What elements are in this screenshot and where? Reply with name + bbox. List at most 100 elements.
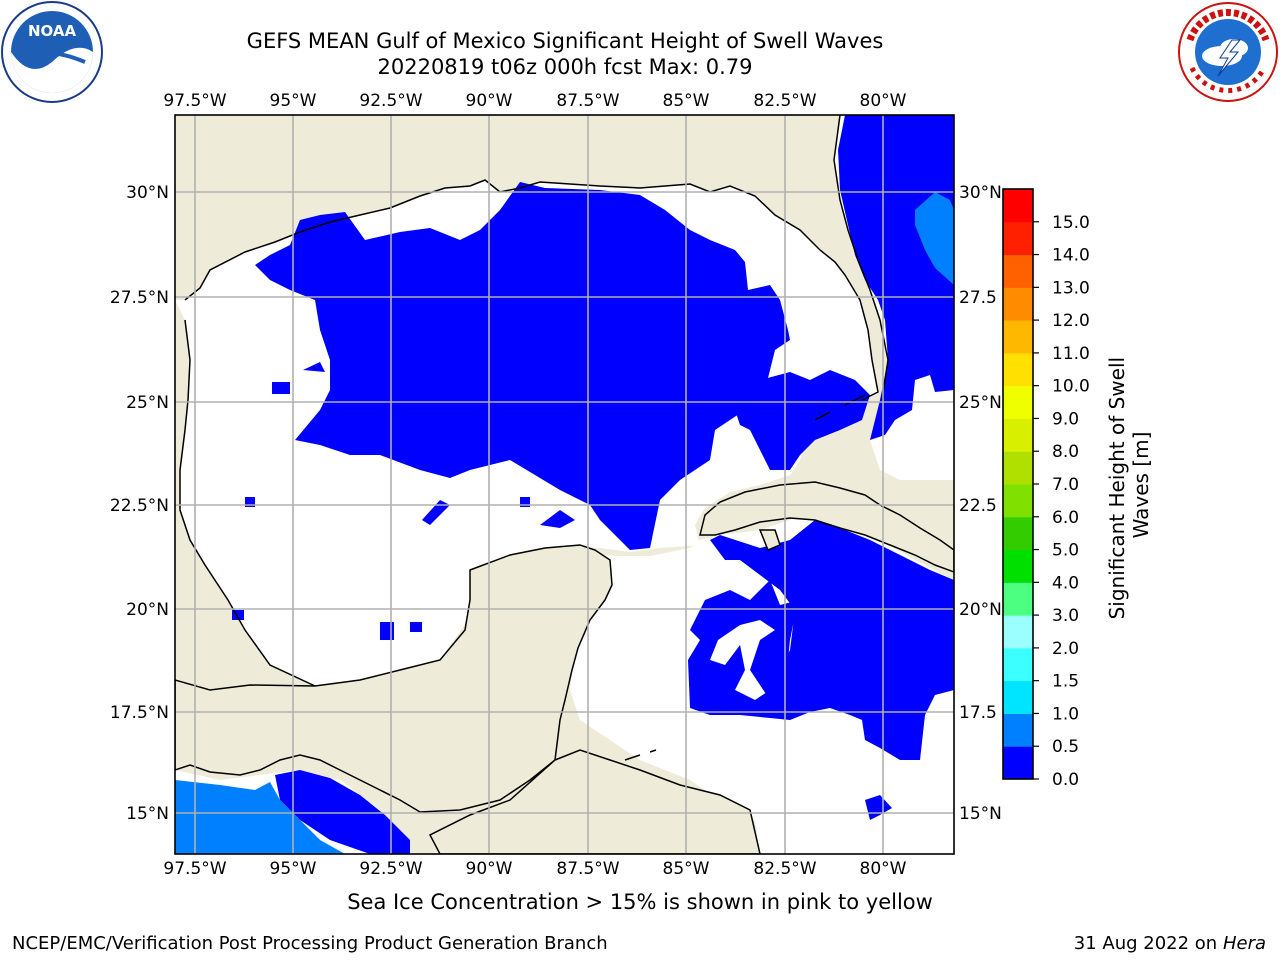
colorbar-segment: [1003, 713, 1033, 747]
lon-label-bottom: 92.5°W: [359, 859, 422, 879]
lon-label-top: 80°W: [860, 91, 907, 111]
colorbar-tick-label: 11.0: [1052, 344, 1090, 364]
lon-label-bottom: 87.5°W: [556, 859, 619, 879]
colorbar-segment: [1003, 647, 1033, 682]
lat-label-left: 30°N: [126, 183, 169, 203]
colorbar-tick-label: 0.5: [1052, 737, 1079, 757]
lon-label-bottom: 85°W: [663, 859, 710, 879]
lat-label-right: 15°N: [959, 804, 1002, 824]
credit-right: 31 Aug 2022 on Hera: [1074, 933, 1266, 954]
colorbar-segment: [1003, 484, 1033, 518]
lon-label-bottom: 95°W: [270, 859, 317, 879]
colorbar-segment: [1003, 189, 1033, 223]
colorbar-segment: [1003, 385, 1033, 419]
lon-label-top: 85°W: [663, 91, 710, 111]
keys: [814, 394, 866, 421]
swell-region-caribbean: [688, 520, 954, 760]
colorbar-segment: [1003, 746, 1033, 780]
sea-ice-note: Sea Ice Concentration > 15% is shown in …: [347, 890, 933, 914]
chart-title: GEFS MEAN Gulf of Mexico Significant Hei…: [246, 29, 884, 53]
lat-label-right: 30°N: [959, 183, 1002, 203]
lon-label-top: 90°W: [466, 91, 513, 111]
lat-label-right: 27.5: [959, 288, 997, 308]
colorbar-tick-label: 13.0: [1052, 278, 1090, 298]
colorbar-ticks: 0.0 0.5 1.0 1.5 2.0 3.0 4.0 5.0 6.0 7.0 8.0 9.0 10.0…: [1033, 213, 1090, 790]
swell-region-atlantic: [838, 115, 954, 440]
colorbar-tick-label: 5.0: [1052, 541, 1079, 561]
colorbar-label: Significant Height of Swell Waves [m]: [1105, 351, 1153, 620]
colorbar-tick-label: 7.0: [1052, 475, 1079, 495]
swell-region-pacific-dark: [275, 770, 410, 854]
florida-east-coastline: [833, 115, 889, 401]
colorbar-tick-label: 14.0: [1052, 246, 1090, 266]
credit-host: Hera: [1222, 933, 1266, 954]
lon-label-top: 82.5°W: [753, 91, 816, 111]
colorbar-segment: [1003, 582, 1033, 616]
colorbar-tick-label: 2.0: [1052, 639, 1079, 659]
cayman: [624, 749, 657, 761]
lat-label-right: 17.5: [959, 703, 997, 723]
gulf-coastline: [184, 179, 879, 401]
colorbar-tick-label: 1.5: [1052, 672, 1079, 692]
colorbar-label-line1: Significant Height of Swell: [1105, 357, 1129, 619]
lon-label-top: 92.5°W: [359, 91, 422, 111]
lat-label-left: 25°N: [126, 393, 169, 413]
lat-label-left: 20°N: [126, 600, 169, 620]
map-frame: [174, 114, 955, 855]
gridlines: [175, 115, 954, 854]
credit-left: NCEP/EMC/Verification Post Processing Pr…: [12, 933, 608, 954]
colorbar: [1002, 188, 1034, 780]
central-america-land: [428, 749, 761, 854]
colorbar-tick-label: 10.0: [1052, 377, 1090, 397]
colorbar-segment: [1003, 615, 1033, 649]
colorbar-tick-label: 15.0: [1052, 213, 1090, 233]
colorbar-segment: [1003, 680, 1033, 714]
lat-label-left: 17.5°N: [110, 703, 169, 723]
swell-region-east-gulf: [735, 370, 870, 470]
colorbar-segment: [1003, 352, 1033, 387]
lon-label-top: 97.5°W: [163, 91, 226, 111]
swell-region-atlantic-mid: [915, 192, 954, 285]
swell-region-gulf: [255, 182, 790, 550]
lat-label-right: 25°N: [959, 393, 1002, 413]
swell-region-pacific-mid: [175, 780, 345, 854]
lat-label-right: 20°N: [959, 600, 1002, 620]
colorbar-segment: [1003, 516, 1033, 551]
colorbar-segment: [1003, 320, 1033, 354]
lat-label-left: 27.5°N: [110, 288, 169, 308]
lon-label-top: 87.5°W: [556, 91, 619, 111]
colorbar-tick-label: 3.0: [1052, 606, 1079, 626]
lat-label-left: 22.5°N: [110, 496, 169, 516]
mexico-coastline: [179, 319, 316, 687]
lon-label-top: 95°W: [270, 91, 317, 111]
colorbar-tick-label: 12.0: [1052, 311, 1090, 331]
colorbar-tick-label: 6.0: [1052, 508, 1079, 528]
colorbar-tick-label: 1.0: [1052, 704, 1079, 724]
chart-subtitle: 20220819 t06z 000h fcst Max: 0.79: [377, 55, 753, 79]
colorbar-segment: [1003, 451, 1033, 485]
colorbar-tick-label: 9.0: [1052, 409, 1079, 429]
hispaniola-land: [758, 529, 781, 551]
credit-date: 31 Aug 2022 on: [1073, 933, 1218, 954]
lat-label-left: 15°N: [126, 804, 169, 824]
colorbar-segment: [1003, 254, 1033, 288]
colorbar-tick-label: 4.0: [1052, 573, 1079, 593]
noaa-logo: NOAA: [1, 1, 103, 103]
lat-label-right: 22.5: [959, 496, 997, 516]
lon-label-bottom: 82.5°W: [753, 859, 816, 879]
colorbar-segment: [1003, 221, 1033, 256]
lon-label-bottom: 97.5°W: [163, 859, 226, 879]
nws-logo: [1178, 2, 1278, 102]
colorbar-segment: [1003, 549, 1033, 583]
map-area: [175, 115, 954, 854]
colorbar-tick-label: 0.0: [1052, 770, 1079, 790]
colorbar-segment: [1003, 287, 1033, 321]
colorbar-label-line2: Waves [m]: [1129, 432, 1153, 539]
colorbar-tick-label: 8.0: [1052, 442, 1079, 462]
colorbar-segment: [1003, 418, 1033, 452]
yucatan-land: [175, 544, 613, 813]
lon-label-bottom: 80°W: [860, 859, 907, 879]
lon-label-bottom: 90°W: [466, 859, 513, 879]
svg-text:NOAA: NOAA: [28, 22, 77, 40]
